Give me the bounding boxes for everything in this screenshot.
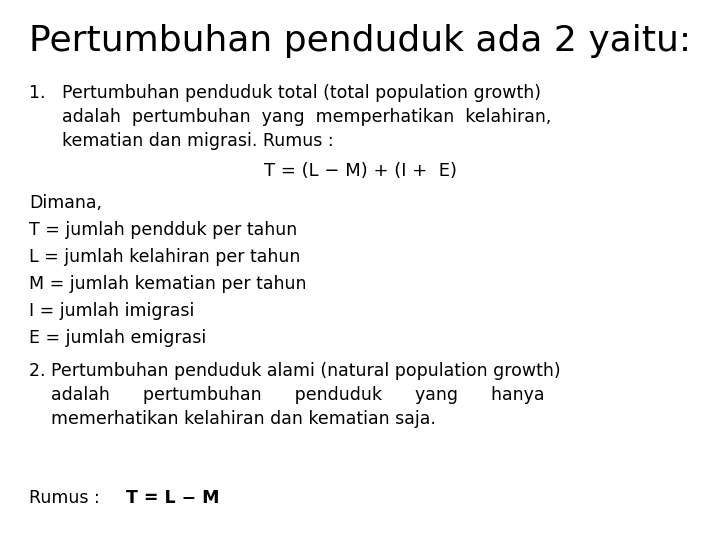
Text: T = jumlah pendduk per tahun: T = jumlah pendduk per tahun: [29, 221, 297, 239]
Text: 1.   Pertumbuhan penduduk total (total population growth)
      adalah  pertumbu: 1. Pertumbuhan penduduk total (total pop…: [29, 84, 552, 150]
Text: 2. Pertumbuhan penduduk alami (natural population growth)
    adalah      pertum: 2. Pertumbuhan penduduk alami (natural p…: [29, 362, 560, 428]
Text: Dimana,: Dimana,: [29, 194, 102, 212]
Text: L = jumlah kelahiran per tahun: L = jumlah kelahiran per tahun: [29, 248, 300, 266]
Text: T = (L − M) + (I +  E): T = (L − M) + (I + E): [264, 162, 456, 180]
Text: M = jumlah kematian per tahun: M = jumlah kematian per tahun: [29, 275, 306, 293]
Text: E = jumlah emigrasi: E = jumlah emigrasi: [29, 329, 206, 347]
Text: Pertumbuhan penduduk ada 2 yaitu:: Pertumbuhan penduduk ada 2 yaitu:: [29, 24, 691, 58]
Text: Rumus :: Rumus :: [29, 489, 116, 507]
Text: I = jumlah imigrasi: I = jumlah imigrasi: [29, 302, 194, 320]
Text: T = L − M: T = L − M: [126, 489, 220, 507]
